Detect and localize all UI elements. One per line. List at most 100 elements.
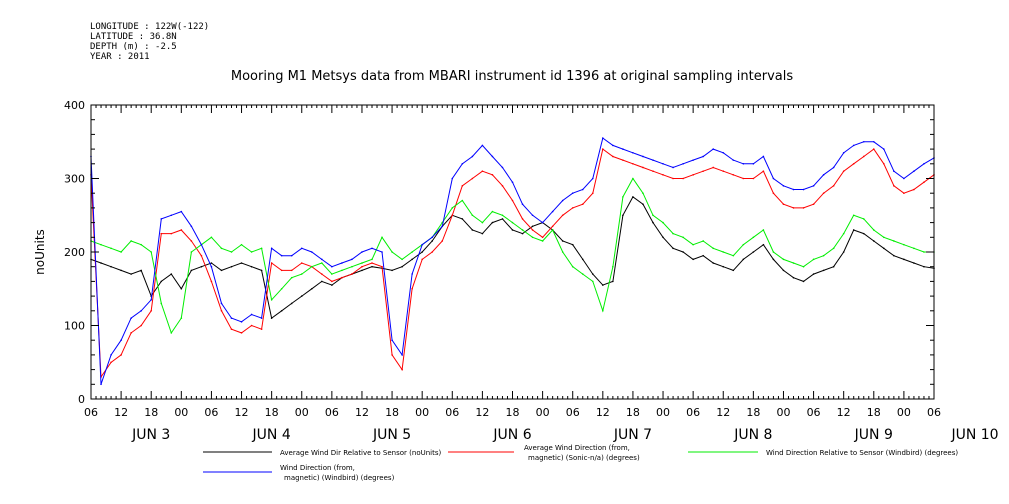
data-point [250,324,253,327]
data-point [471,155,474,158]
data-point [310,287,313,290]
data-point [310,251,313,253]
data-point [260,269,263,272]
x-tick-label: 12 [716,406,730,419]
data-point [481,232,484,235]
chart-title: Mooring M1 Metsys data from MBARI instru… [231,69,793,84]
data-point [160,280,163,283]
x-tick-label: 18 [746,406,760,419]
data-point [331,284,333,286]
x-tick-label: 18 [506,406,520,419]
data-point [612,280,614,283]
data-point [260,247,263,250]
data-point [361,269,363,272]
data-point [531,236,534,239]
data-point [521,232,524,235]
legend-label-1: Average Wind Dir Relative to Sensor (noU… [280,449,441,457]
day-label: JUN 7 [613,427,652,443]
data-point [832,247,835,250]
data-point [441,240,444,242]
data-point [501,185,504,187]
data-point [913,247,915,250]
data-point [893,185,895,187]
data-point [270,298,273,301]
day-label: JUN 3 [131,427,170,443]
x-tick-label: 06 [686,406,700,419]
data-point [571,192,574,194]
data-point [451,214,454,217]
data-point [591,280,594,283]
data-point [752,163,755,165]
x-tick-label: 06 [204,406,218,419]
data-point [652,159,654,161]
x-tick-label: 00 [776,406,790,419]
data-point [712,166,715,169]
data-point [431,240,434,242]
data-point [752,251,755,253]
legend-label-4: Wind Direction (from, [280,464,355,472]
data-point [702,240,704,242]
day-label: JUN 8 [733,427,772,443]
data-point [381,251,383,253]
data-point [250,251,253,253]
data-point [762,170,765,172]
data-point [883,236,885,239]
data-point [802,188,805,191]
data-point [130,240,132,242]
data-point [290,254,293,257]
data-point [371,258,373,261]
data-point [130,273,132,275]
data-point [622,159,624,161]
data-point [862,155,865,158]
data-point [481,170,484,172]
data-point [180,287,183,290]
data-point [160,302,163,305]
data-point [842,251,845,253]
data-point [732,254,735,257]
data-point [662,236,664,239]
data-point [210,265,213,268]
data-point [431,236,434,239]
data-point [220,310,223,312]
data-point [280,269,283,272]
data-point [862,218,865,220]
data-point [652,214,654,217]
data-point [923,251,925,253]
data-point [752,177,755,180]
data-point [672,166,674,169]
data-point [331,273,333,275]
data-point [662,163,664,165]
data-point [802,265,805,268]
meta-depth: DEPTH (m) : -2.5 [90,42,177,52]
data-point [581,258,584,261]
data-point [642,203,644,206]
data-point [832,265,835,268]
x-tick-label: 18 [626,406,640,419]
data-point [140,310,142,312]
data-point [160,218,163,220]
data-point [812,273,815,275]
data-point [361,265,363,268]
data-point [642,192,644,194]
data-point [391,251,393,253]
data-point [842,232,845,235]
data-point [742,177,745,180]
data-point [802,207,805,209]
data-point [792,262,795,264]
data-point [110,247,112,250]
data-point [692,174,694,176]
x-tick-label: 00 [897,406,911,419]
data-point [371,265,373,268]
data-point [411,258,413,261]
data-point [792,207,795,209]
data-point [411,287,413,290]
data-point [923,163,925,165]
data-point [842,170,845,172]
x-tick-label: 12 [837,406,851,419]
data-point [632,151,634,154]
data-point [872,229,875,231]
data-point [361,262,363,264]
series-layer [90,137,935,386]
data-point [461,199,464,202]
data-point [722,251,725,253]
